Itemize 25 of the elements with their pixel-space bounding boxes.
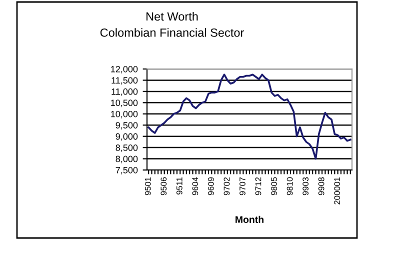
- y-tick-label: 11,000: [112, 88, 138, 96]
- y-tick-label: 11,500: [112, 77, 138, 85]
- x-tick-label: 9609: [208, 177, 214, 196]
- y-tick-label: 9,000: [116, 133, 138, 141]
- x-tick-label: 9712: [255, 177, 262, 196]
- y-tick-label: 8,500: [116, 144, 138, 152]
- y-tick-label: 12,000: [111, 66, 138, 74]
- y-tick-label: 7,500: [116, 166, 138, 174]
- chart-title: Net Worth Colombian Financial Sector: [100, 12, 244, 37]
- x-tick-label: 9604: [192, 177, 198, 196]
- x-tick-label: 9501: [144, 177, 151, 196]
- x-tick-label: 9903: [302, 177, 309, 196]
- x-tick-label: 9506: [160, 177, 167, 196]
- y-tick-label: 10,500: [111, 100, 138, 108]
- x-tick-label: 9805: [271, 177, 277, 196]
- x-tick-label: 9810: [286, 177, 293, 196]
- y-tick-label: 8,000: [116, 156, 138, 164]
- x-axis-title: Month: [236, 216, 264, 223]
- y-tick-label: 10,000: [111, 110, 138, 118]
- x-tick-label: 9908: [318, 177, 324, 196]
- x-tick-label: 9702: [224, 177, 230, 196]
- y-tick-label: 9,500: [116, 122, 138, 130]
- x-tick-label: 9511: [176, 177, 182, 194]
- x-tick-label: 200001: [334, 177, 340, 204]
- x-tick-label: 9707: [240, 177, 246, 196]
